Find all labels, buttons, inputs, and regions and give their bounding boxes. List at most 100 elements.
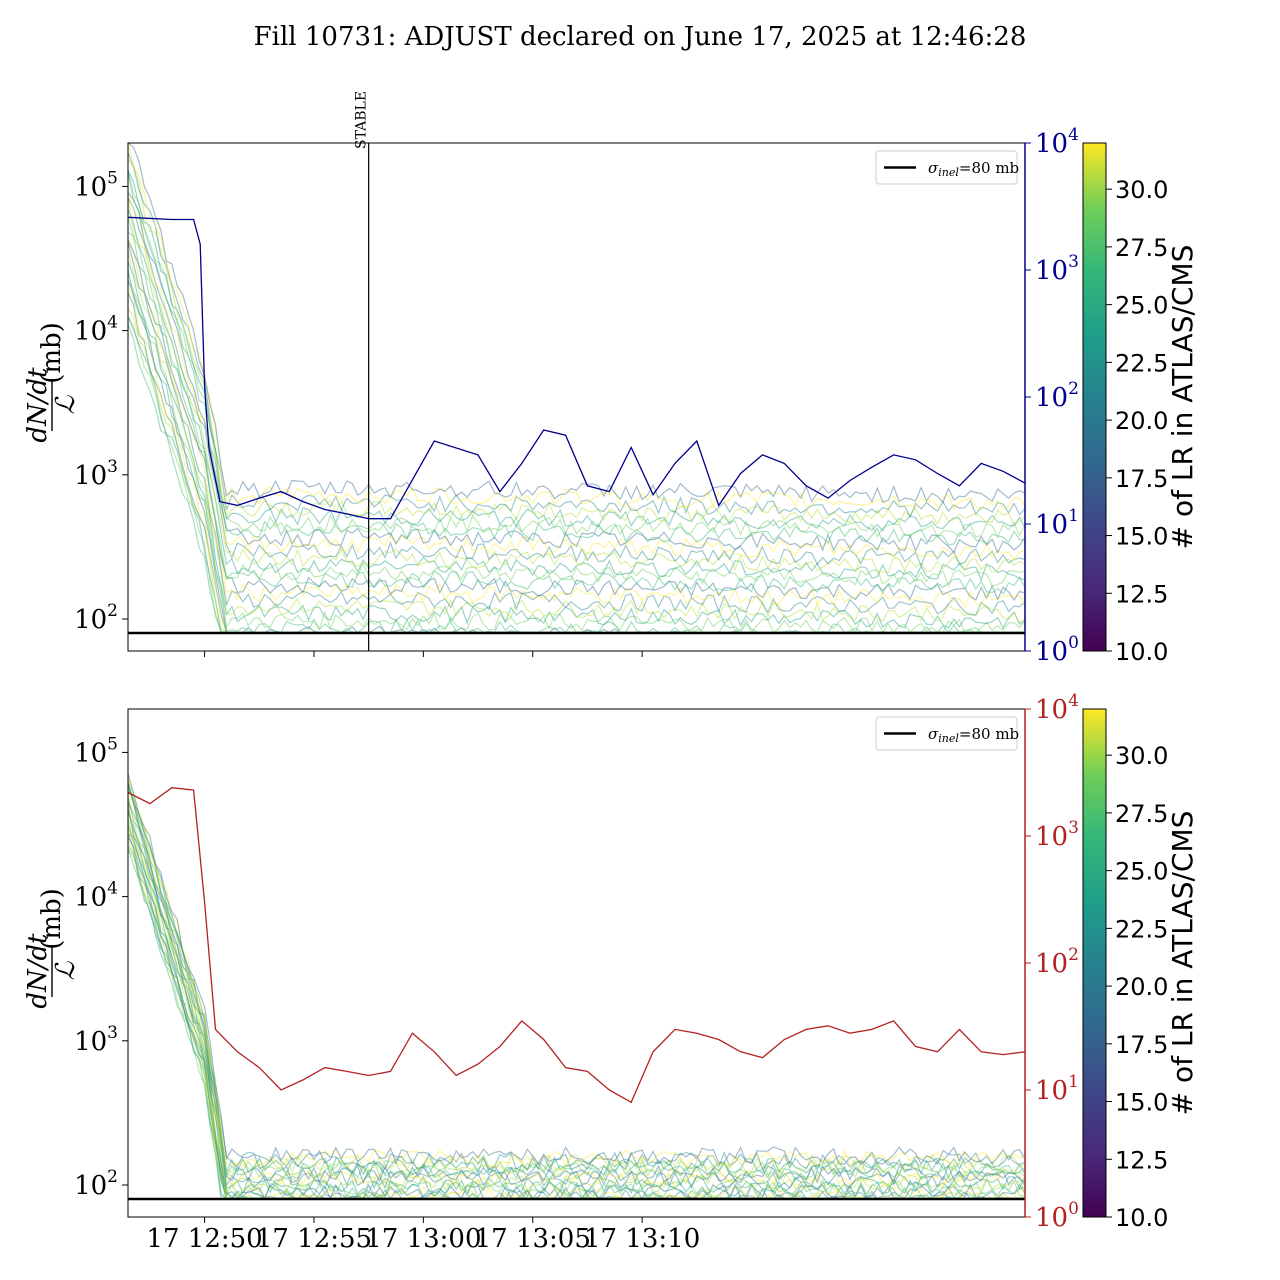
colorbar-tick-label: 12.5 <box>1115 580 1168 608</box>
colorbar-tick-label: 17.5 <box>1115 1031 1168 1059</box>
right-tick-label: 104 <box>1035 691 1079 725</box>
right-tick-label: 100 <box>1035 633 1079 667</box>
left-tick-base: 10 <box>74 1027 107 1057</box>
right-tick-label: 101 <box>1035 1072 1079 1106</box>
left-tick-exp: 4 <box>107 879 118 899</box>
rate-curve <box>127 171 1026 546</box>
rate-curve <box>127 818 1025 1200</box>
colorbar-tick-label: 30.0 <box>1115 742 1168 770</box>
rate-curve <box>127 231 1026 595</box>
right-tick-base: 10 <box>1035 383 1068 413</box>
right-tick-base: 10 <box>1035 1203 1068 1233</box>
colorbar-tick-label: 20.0 <box>1115 973 1168 1001</box>
right-axis-line <box>127 787 1026 1104</box>
left-tick-label: 105 <box>74 734 118 768</box>
right-tick-exp: 1 <box>1068 506 1079 526</box>
left-tick-label: 104 <box>74 313 118 347</box>
colorbar-tick-label: 30.0 <box>1115 176 1168 204</box>
rate-curve <box>127 778 1026 1174</box>
colorbar-tick-label: 27.5 <box>1115 800 1168 828</box>
rate-curve <box>127 802 1026 1190</box>
left-tick-label: 105 <box>74 168 118 202</box>
top-y-axis-label: dN/dt ℒ (mb) <box>23 322 81 442</box>
left-tick-label: 103 <box>74 457 118 491</box>
top-legend-rest: =80 mb <box>959 159 1019 177</box>
right-tick-label: 103 <box>1035 252 1079 286</box>
left-tick-exp: 3 <box>107 1023 118 1043</box>
right-tick-base: 10 <box>1035 637 1068 667</box>
colorbar-tick-label: 10.0 <box>1115 1204 1168 1232</box>
right-tick-base: 10 <box>1035 949 1068 979</box>
colorbar-tick-label: 15.0 <box>1115 1089 1168 1117</box>
rate-curve <box>127 789 1026 1179</box>
bottom-ylabel-numerator: dN/dt <box>23 933 53 1009</box>
top-ylabel-numerator: dN/dt <box>23 367 53 443</box>
bottom-legend-rest: =80 mb <box>959 725 1019 743</box>
top-rate-band <box>127 142 1026 634</box>
right-tick-base: 10 <box>1035 822 1068 852</box>
rate-curve <box>127 791 1026 1187</box>
left-tick-exp: 5 <box>107 168 118 188</box>
rate-curve <box>127 240 1026 602</box>
colorbar-tick-label: 10.0 <box>1115 638 1168 666</box>
left-tick-exp: 4 <box>107 313 118 333</box>
rate-curve <box>127 833 1025 1200</box>
colorbar-tick-label: 27.5 <box>1115 234 1168 262</box>
rate-curve <box>127 798 1026 1193</box>
bottom-legend: σinel=80 mb <box>875 716 1019 751</box>
right-tick-exp: 3 <box>1068 252 1079 272</box>
rate-curve <box>127 825 1025 1200</box>
colorbar-tick-label: 12.5 <box>1115 1146 1168 1174</box>
bottom-legend-sub: inel <box>938 732 959 745</box>
left-tick-exp: 2 <box>107 601 118 621</box>
left-tick-base: 10 <box>74 461 107 491</box>
right-tick-base: 10 <box>1035 129 1068 159</box>
right-tick-base: 10 <box>1035 695 1068 725</box>
rate-curve <box>127 833 1025 1200</box>
rate-curve <box>127 797 1026 1195</box>
rate-curve <box>127 837 1025 1200</box>
left-tick-base: 10 <box>74 1171 107 1201</box>
rate-curve <box>127 197 1026 568</box>
left-tick-exp: 2 <box>107 1167 118 1187</box>
colorbar-tick-label: 25.0 <box>1115 292 1168 320</box>
rate-curve <box>127 261 1026 630</box>
rate-curve <box>127 142 1026 504</box>
top-legend-sigma: σ <box>928 159 939 177</box>
rate-curve <box>127 250 1026 624</box>
figure-title: Fill 10731: ADJUST declared on June 17, … <box>254 22 1027 52</box>
x-tick-label: 17 12:50 <box>146 1224 262 1254</box>
x-tick-label: 17 13:00 <box>365 1224 481 1254</box>
colorbar-tick-label: 22.5 <box>1115 915 1168 943</box>
top-ylabel-unit: (mb) <box>37 322 67 384</box>
colorbar-tick-label: 25.0 <box>1115 858 1168 886</box>
bottom-plot-frame <box>127 708 1026 1218</box>
bottom-y-axis-label: dN/dt ℒ (mb) <box>23 888 81 1008</box>
rate-curve <box>127 825 1025 1200</box>
right-tick-label: 103 <box>1035 818 1079 852</box>
bottom-colorbar: 10.0 12.5 15.0 17.5 20.0 22.5 25.0 27.5 30.0 # o… <box>1082 708 1199 1232</box>
top-right-axis-series <box>127 216 1026 520</box>
rate-curve <box>127 169 1026 539</box>
top-x-axis-ticks <box>204 651 643 657</box>
left-tick-label: 102 <box>74 1167 118 1201</box>
rate-curve <box>127 787 1026 1177</box>
right-tick-exp: 1 <box>1068 1072 1079 1092</box>
left-tick-base: 10 <box>74 738 107 768</box>
right-tick-exp: 4 <box>1068 691 1079 711</box>
top-colorbar-gradient <box>1082 142 1107 652</box>
left-tick-label: 102 <box>74 601 118 635</box>
left-tick-label: 103 <box>74 1023 118 1057</box>
top-legend: σinel=80 mb <box>875 150 1019 185</box>
rate-curve <box>127 142 1026 512</box>
left-tick-base: 10 <box>74 605 107 635</box>
rate-curve <box>127 273 1026 634</box>
bottom-ylabel-unit: (mb) <box>37 888 67 950</box>
rate-curve <box>127 209 1026 582</box>
rate-curve <box>127 197 1026 574</box>
